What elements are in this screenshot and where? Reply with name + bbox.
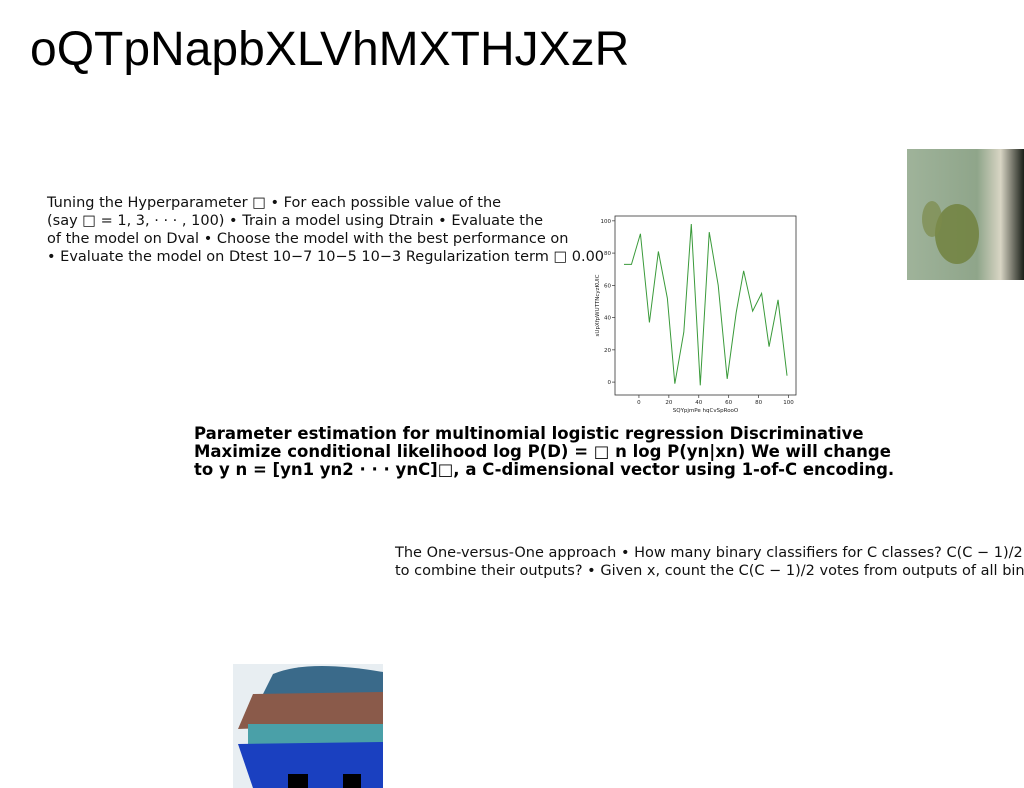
y-axis-label: sUpXfpWUTTNcyzKUIC xyxy=(595,274,601,336)
text-line: to y n = [yn1 yn2 · · · ynC]□, a C-dimen… xyxy=(194,460,895,479)
y-tick-label: 0 xyxy=(608,380,612,386)
x-tick-label: 40 xyxy=(695,400,702,406)
text-line: (say □ = 1, 3, · · · , 100) • Train a mo… xyxy=(47,213,544,229)
data-line xyxy=(623,224,788,386)
plot-frame xyxy=(614,215,797,396)
text-line: of the model on Dval • Choose the model … xyxy=(47,231,569,247)
x-tick-label: 100 xyxy=(783,400,794,406)
text-line: Parameter estimation for multinomial log… xyxy=(194,424,864,443)
y-tick-label: 100 xyxy=(601,219,612,225)
photo-temple xyxy=(233,664,383,788)
text-line: Tuning the Hyperparameter □ • For each p… xyxy=(47,195,502,211)
x-tick-label: 20 xyxy=(665,400,672,406)
photo-beach xyxy=(907,149,1024,280)
page-title: oQTpNapbXLVhMXTHJXzR xyxy=(30,23,630,76)
x-axis-label: SQYpjmPe hqCvSpRooO xyxy=(673,408,739,414)
x-tick-label: 0 xyxy=(637,400,641,406)
y-tick-label: 40 xyxy=(604,316,611,322)
text-line: to combine their outputs? • Given x, cou… xyxy=(395,563,1024,579)
y-tick-label: 80 xyxy=(604,251,611,257)
text-line: The One-versus-One approach • How many b… xyxy=(395,545,1024,561)
text-line: • Evaluate the model on Dtest 10−7 10−5 … xyxy=(47,249,605,265)
y-tick-label: 20 xyxy=(604,348,611,354)
chart: 0 20 40 60 80 100 0 20 40 60 80 100 SQYpjmPe hqCvSpR… xyxy=(595,215,797,414)
x-tick-label: 80 xyxy=(755,400,762,406)
y-tick-label: 60 xyxy=(604,283,611,289)
x-tick-label: 60 xyxy=(725,400,732,406)
text-line: Maximize conditional likelihood log P(D)… xyxy=(194,442,891,461)
